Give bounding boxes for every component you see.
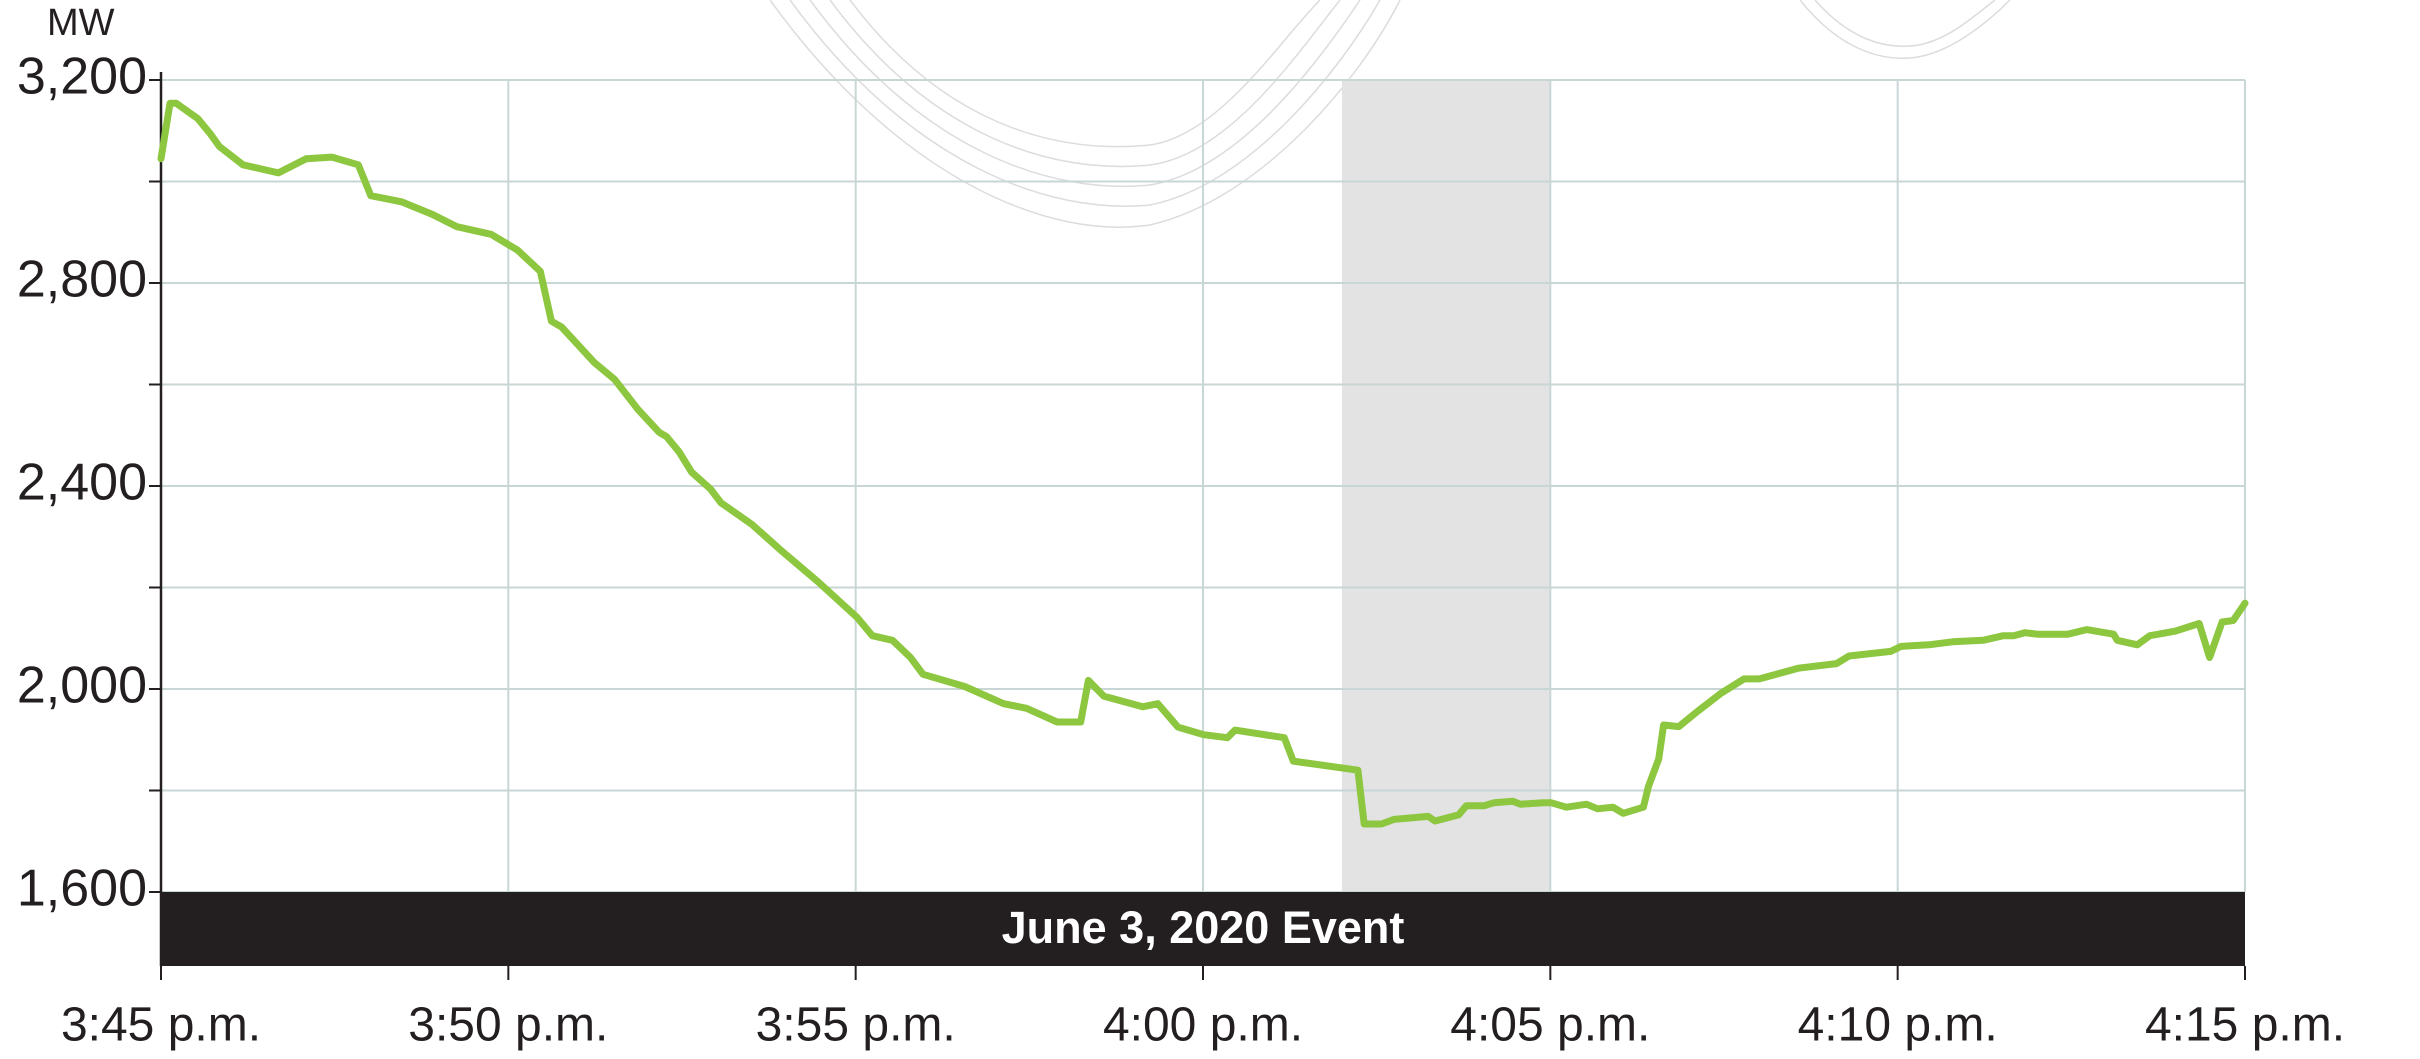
x-tick-label: 3:45 p.m. bbox=[61, 999, 261, 1052]
y-tick-label: 2,800 bbox=[17, 251, 147, 309]
x-tick-label: 4:05 p.m. bbox=[1450, 999, 1650, 1052]
x-tick-label: 3:50 p.m. bbox=[408, 999, 608, 1052]
y-tick-label: 2,000 bbox=[17, 657, 147, 715]
y-tick-label: 2,400 bbox=[17, 454, 147, 512]
x-tick-label: 3:55 p.m. bbox=[756, 999, 956, 1052]
y-tick-label: 3,200 bbox=[17, 48, 147, 106]
x-tick-label: 4:10 p.m. bbox=[1798, 999, 1998, 1052]
event-label: June 3, 2020 Event bbox=[1002, 902, 1405, 953]
x-tick-label: 4:00 p.m. bbox=[1103, 999, 1303, 1052]
plot-area: 1,600 2,000 2,400 2,800 3,200 3:45 p.m. 3:50 p… bbox=[17, 48, 2345, 1052]
x-tick-label: 4:15 p.m. bbox=[2145, 999, 2345, 1052]
y-unit-label: MW bbox=[47, 2, 115, 44]
y-tick-label: 1,600 bbox=[17, 860, 147, 918]
chart: 1,600 2,000 2,400 2,800 3,200 3:45 p.m. 3:50 p… bbox=[0, 0, 2420, 1059]
